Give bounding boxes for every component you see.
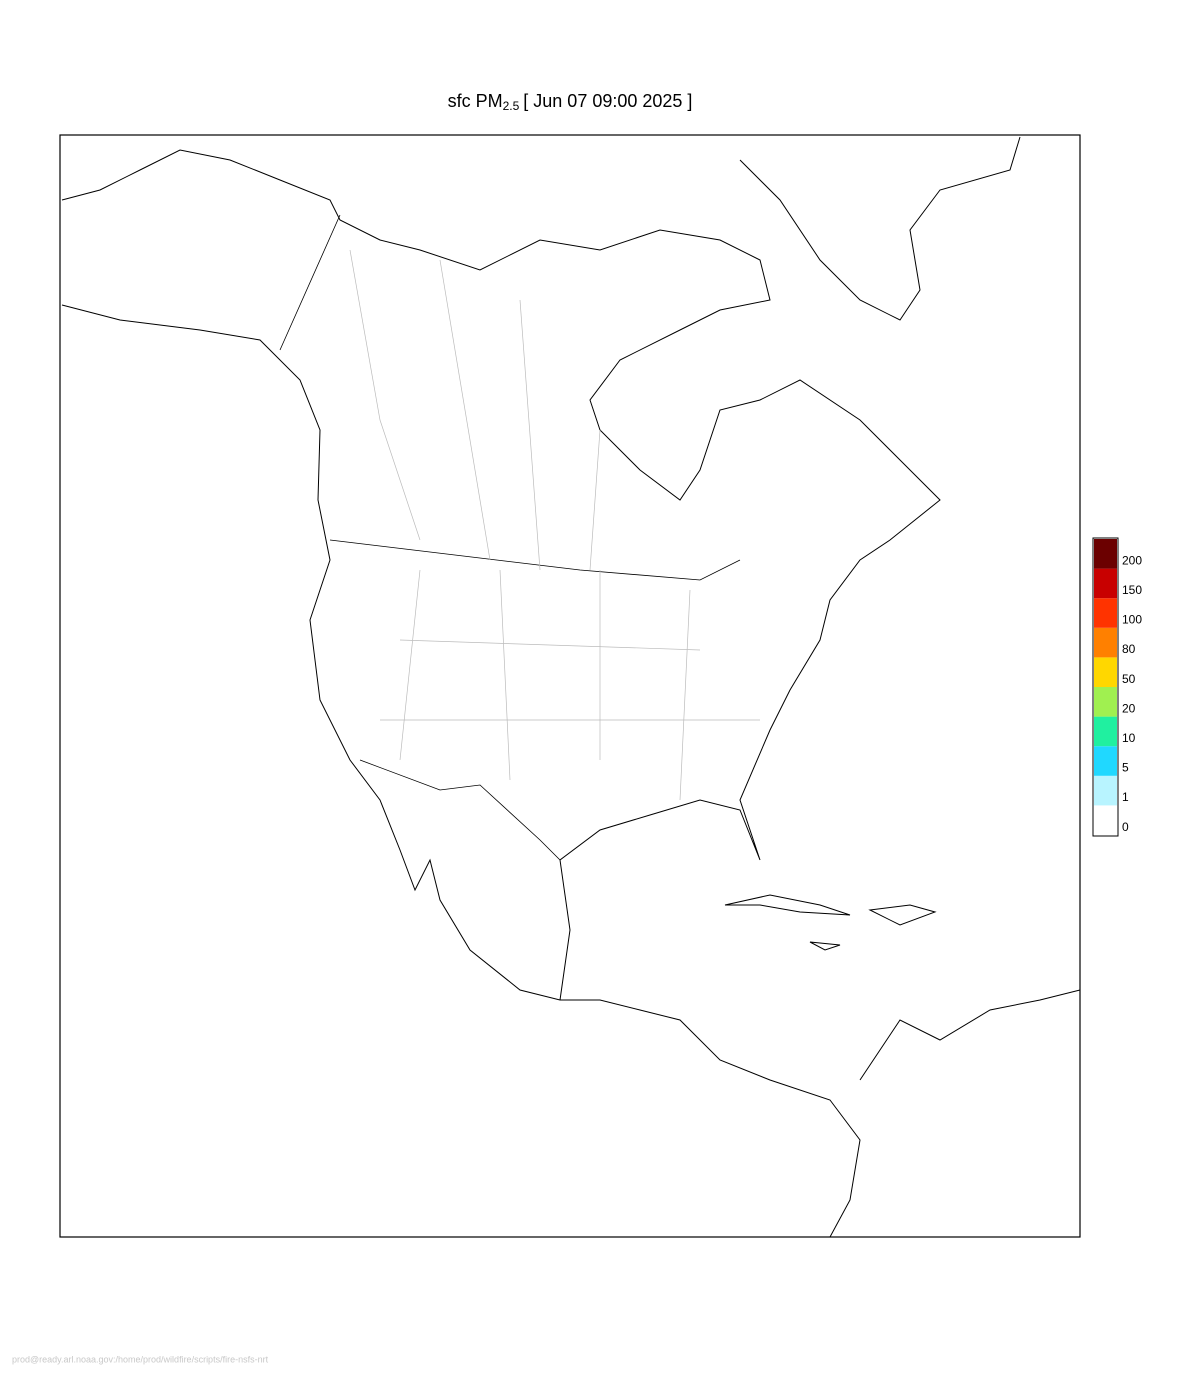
caribbean-islands — [724, 894, 937, 951]
colorbar-label: 20 — [1122, 701, 1136, 715]
colorbar-swatch — [1094, 805, 1117, 835]
colorbar-label: 150 — [1122, 583, 1142, 597]
greenland-coast — [739, 136, 1021, 321]
footer: prod@ready.arl.noaa.gov:/home/prod/wildf… — [12, 1354, 269, 1364]
colorbar-swatch — [1094, 568, 1117, 599]
colorbar-label: 200 — [1122, 553, 1142, 567]
colorbar-swatch — [1094, 716, 1117, 747]
colorbar: 0 1 5 10 20 50 80 100 150 200 — [1092, 537, 1142, 837]
title-time: [ Jun 07 09:00 2025 ] — [523, 91, 692, 111]
colorbar-label: 0 — [1122, 820, 1129, 834]
colorbar-label: 80 — [1122, 642, 1136, 656]
borders — [279, 214, 741, 861]
colorbar-swatch — [1094, 657, 1117, 687]
colorbar-label: 50 — [1122, 672, 1136, 686]
map-frame — [59, 134, 1081, 1238]
colorbar-swatch — [1094, 627, 1117, 658]
title-text: sfc PM — [448, 91, 503, 111]
colorbar-label: 1 — [1122, 790, 1129, 804]
colorbar-swatch — [1094, 746, 1117, 776]
north-america-coast — [61, 149, 1081, 1238]
colorbar-swatch — [1094, 598, 1117, 628]
map-title: sfc PM2.5[ Jun 07 09:00 2025 ] — [448, 91, 693, 113]
colorbar-swatch — [1094, 775, 1117, 806]
title-subscript: 2.5 — [503, 99, 520, 113]
colorbar-label: 10 — [1122, 731, 1136, 745]
colorbar-swatch — [1094, 539, 1117, 569]
colorbar-label: 100 — [1122, 613, 1142, 627]
colorbar-label: 5 — [1122, 761, 1129, 775]
colorbar-swatch — [1094, 687, 1117, 717]
state-lines — [349, 249, 760, 801]
map — [59, 134, 1081, 1238]
colorbar-frame — [1092, 537, 1119, 837]
